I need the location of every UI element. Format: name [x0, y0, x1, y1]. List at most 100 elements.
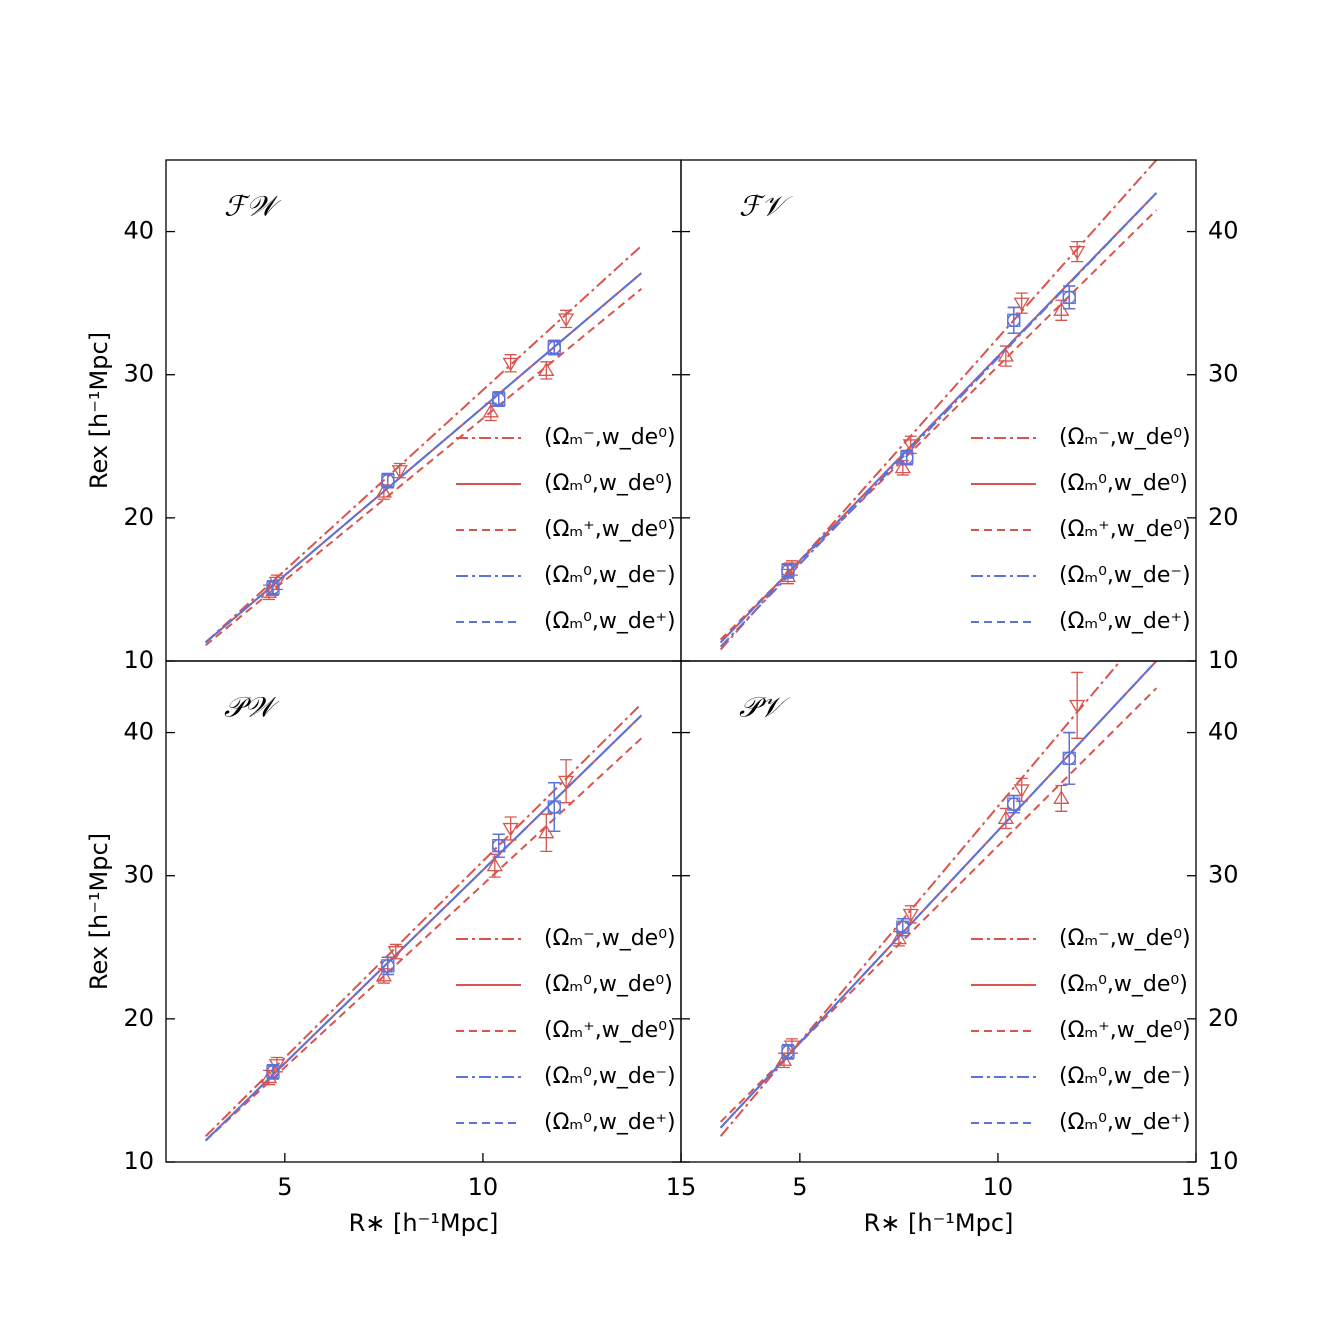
marker: [391, 465, 408, 479]
error-point: [391, 462, 408, 479]
error-bar: [560, 759, 573, 804]
x-tick-label: 5: [277, 1173, 292, 1201]
error-point: [997, 807, 1014, 830]
error-point: [502, 816, 519, 841]
error-bar: [266, 580, 279, 596]
marker: [266, 1065, 280, 1079]
error-point: [1007, 306, 1021, 334]
marker: [997, 810, 1014, 825]
y-tick-label: 10: [1208, 1147, 1239, 1175]
error-bar: [1007, 306, 1020, 334]
error-point: [1069, 671, 1086, 739]
marker: [266, 581, 280, 595]
marker: [1062, 290, 1076, 305]
marker: [997, 347, 1014, 362]
y-tick-label: 20: [1208, 503, 1239, 531]
error-bar: [900, 449, 913, 466]
panel-frame: [680, 660, 1197, 1163]
error-point: [381, 956, 395, 976]
legend-label: (Ωₘ⁰,w_de⁺): [1059, 1110, 1191, 1135]
error-point: [1053, 784, 1070, 812]
error-bar: [548, 339, 561, 356]
error-point: [781, 563, 795, 579]
fit-line: [719, 687, 1158, 1123]
marker: [486, 857, 503, 872]
error-bar: [492, 833, 505, 858]
legend-label: (Ωₘ⁰,w_de⁰): [544, 972, 673, 997]
legend-label: (Ωₘ⁻,w_de⁰): [544, 425, 676, 450]
error-point: [1069, 240, 1086, 263]
plot-area: [719, 160, 1158, 651]
marker: [1069, 699, 1086, 714]
marker: [1053, 790, 1070, 804]
error-point: [547, 339, 561, 356]
marker: [1007, 797, 1021, 811]
legend-label: (Ωₘ⁰,w_de⁺): [1059, 609, 1191, 634]
error-bar: [381, 472, 394, 489]
fit-line: [204, 288, 643, 647]
error-point: [266, 1064, 280, 1080]
y-tick-label: 10: [123, 1147, 154, 1175]
legend-label: (Ωₘ⁻,w_de⁰): [544, 926, 676, 951]
marker: [900, 451, 914, 465]
error-bar: [266, 1064, 279, 1080]
error-point: [492, 833, 506, 858]
legend-label: (Ωₘ⁰,w_de⁰): [1059, 471, 1188, 496]
panel: 10 20 30 40 ℱ𝒱 (Ωₘ⁻,w_de⁰) (Ωₘ⁰,w_de⁰) (Ωₘ⁺,w_d…: [680, 159, 1239, 674]
y-tick-label: 10: [1208, 646, 1239, 674]
fit-line: [719, 661, 1158, 1129]
legend-label: (Ωₘ⁺,w_de⁰): [544, 517, 676, 542]
marker: [1007, 313, 1021, 327]
plot-area: [204, 703, 643, 1142]
marker: [1013, 297, 1030, 312]
fit-line: [719, 661, 1122, 1137]
error-bar: [1071, 671, 1084, 739]
marker: [375, 483, 393, 498]
marker: [896, 920, 910, 934]
legend-label: (Ωₘ⁰,w_de⁻): [544, 1064, 676, 1089]
y-tick-label: 20: [123, 503, 154, 531]
y-tick-label: 20: [123, 1004, 154, 1032]
x-tick-label: 15: [666, 1173, 697, 1201]
error-point: [557, 759, 575, 804]
error-point: [486, 853, 503, 878]
panel-title: ℱ𝒲: [224, 190, 282, 223]
error-point: [902, 905, 919, 924]
error-point: [1007, 794, 1021, 814]
error-bar: [1063, 285, 1076, 310]
y-tick-label: 30: [1208, 360, 1239, 388]
marker: [902, 908, 919, 923]
error-point: [266, 580, 280, 596]
y-tick-label: 40: [1208, 217, 1239, 245]
marker: [492, 392, 506, 406]
legend-label: (Ωₘ⁰,w_de⁻): [1059, 1064, 1191, 1089]
marker: [781, 564, 795, 578]
marker: [902, 439, 919, 454]
error-point: [1013, 777, 1030, 802]
x-tick-label: 10: [983, 1173, 1014, 1201]
marker: [387, 946, 404, 960]
error-point: [547, 782, 561, 832]
legend-label: (Ωₘ⁰,w_de⁺): [544, 1110, 676, 1135]
error-point: [1062, 285, 1076, 310]
error-bar: [781, 1043, 794, 1060]
error-bar: [540, 813, 553, 853]
marker: [557, 775, 575, 790]
legend-label: (Ωₘ⁰,w_de⁰): [544, 471, 673, 496]
x-tick-label: 15: [1181, 1173, 1212, 1201]
marker: [557, 313, 575, 328]
y-tick-label: 10: [123, 646, 154, 674]
legend-label: (Ωₘ⁰,w_de⁺): [544, 609, 676, 634]
error-bar: [1063, 731, 1076, 785]
y-tick-label: 40: [123, 217, 154, 245]
x-tick-label: 5: [792, 1173, 807, 1201]
marker: [547, 340, 561, 355]
y-axis-label: Rex [h⁻¹Mpc]: [85, 332, 113, 489]
panel-title: ℱ𝒱: [739, 190, 793, 223]
y-tick-label: 20: [1208, 1004, 1239, 1032]
marker: [894, 459, 911, 474]
error-point: [1062, 731, 1076, 785]
marker: [502, 822, 519, 837]
marker: [492, 839, 506, 853]
